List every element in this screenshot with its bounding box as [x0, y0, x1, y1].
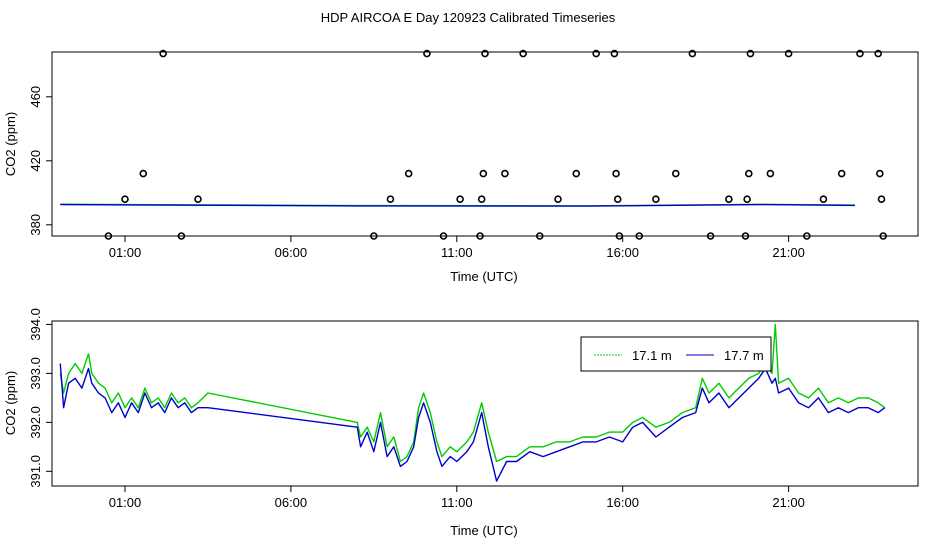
legend: 17.1 m 17.7 m	[580, 336, 772, 372]
flag-marker	[743, 195, 751, 203]
x-axis-label-top: Time (UTC)	[450, 269, 517, 284]
flag-markers-top	[104, 49, 887, 240]
flag-marker	[535, 232, 544, 240]
y-tick-label: 380	[28, 214, 43, 236]
flag-marker	[159, 49, 167, 58]
flag-marker	[519, 49, 527, 58]
x-tick-label: 11:00	[441, 495, 473, 510]
y-tick-label: 394.0	[28, 308, 43, 341]
flag-marker	[671, 169, 680, 178]
flag-marker	[479, 169, 488, 178]
flag-marker	[477, 195, 486, 203]
flag-marker	[725, 195, 733, 203]
flag-marker	[741, 232, 750, 240]
flag-marker	[744, 169, 753, 178]
flag-marker	[876, 169, 884, 178]
flag-marker	[177, 232, 186, 240]
x-axis-label-bottom: Time (UTC)	[450, 523, 517, 538]
legend-label-17-7m: 17.7 m	[724, 348, 764, 363]
series-line-1-2	[60, 203, 856, 207]
flag-marker	[635, 232, 644, 240]
y-ticks-bottom: 391.0 392.0 393.0 394.0	[28, 308, 52, 488]
x-ticks-top: 01:00 06:00 11:00 16:00 21:00	[109, 236, 805, 260]
plot-frame-top	[51, 51, 919, 237]
y-axis-label-bottom: CO2 (ppm)	[3, 371, 18, 435]
x-tick-label: 06:00	[275, 245, 308, 260]
y-tick-label: 460	[28, 86, 43, 108]
panel-top: Time (UTC) CO2 (ppm) 01:00 06:00 11:00 16:0…	[3, 49, 919, 284]
flag-marker	[610, 49, 619, 58]
legend-label-17-1m: 17.1 m	[632, 348, 672, 363]
flag-marker	[688, 49, 697, 58]
x-ticks-bottom: 01:00 06:00 11:00 16:00 21:00	[109, 486, 805, 510]
flag-marker	[652, 195, 660, 203]
flag-marker	[592, 49, 600, 58]
panel-bottom: Time (UTC) CO2 (ppm) 01:00 06:00 11:00 16:0…	[3, 308, 919, 538]
y-tick-label: 391.0	[28, 455, 43, 488]
x-tick-label: 01:00	[109, 495, 142, 510]
flag-marker	[572, 169, 581, 178]
page-title: HDP AIRCOA E Day 120923 Calibrated Times…	[321, 10, 616, 25]
flag-marker	[481, 49, 489, 58]
y-axis-label-top: CO2 (ppm)	[3, 112, 18, 176]
x-tick-label: 16:00	[606, 245, 639, 260]
y-tick-label: 420	[28, 150, 43, 172]
x-tick-label: 11:00	[441, 245, 473, 260]
flag-marker	[615, 232, 624, 240]
flag-marker	[476, 232, 484, 240]
flag-marker	[746, 49, 755, 58]
x-tick-label: 21:00	[772, 245, 805, 260]
x-tick-label: 21:00	[772, 495, 805, 510]
legend-box	[580, 336, 772, 372]
flag-marker	[803, 232, 811, 240]
flag-marker	[370, 232, 378, 240]
series-line-2-2	[59, 363, 886, 482]
flag-marker	[139, 169, 148, 178]
flag-marker	[856, 49, 864, 58]
flag-marker	[554, 195, 562, 203]
flag-marker	[456, 195, 464, 203]
plot-frame-bottom	[51, 320, 919, 487]
flag-marker	[613, 195, 622, 203]
flag-marker	[879, 232, 887, 240]
flag-marker	[386, 195, 395, 203]
flag-marker	[877, 195, 886, 203]
flag-marker	[104, 232, 113, 240]
flag-marker	[194, 195, 202, 203]
x-tick-label: 01:00	[109, 245, 142, 260]
flag-marker	[612, 169, 620, 178]
flag-marker	[706, 232, 715, 240]
flag-marker	[784, 49, 793, 58]
flag-marker	[766, 169, 775, 178]
flag-marker	[501, 169, 509, 178]
flag-marker	[121, 195, 129, 203]
flag-marker	[439, 232, 448, 240]
x-tick-label: 06:00	[275, 495, 308, 510]
flag-marker	[423, 49, 431, 58]
flag-marker	[404, 169, 413, 178]
flag-marker	[874, 49, 882, 58]
flag-marker	[837, 169, 846, 178]
x-tick-label: 16:00	[606, 495, 639, 510]
y-tick-label: 393.0	[28, 357, 43, 390]
series-lines-top	[60, 203, 856, 207]
flag-marker	[819, 195, 828, 203]
y-tick-label: 392.0	[28, 406, 43, 439]
y-ticks-top: 380 420 460	[28, 86, 52, 236]
